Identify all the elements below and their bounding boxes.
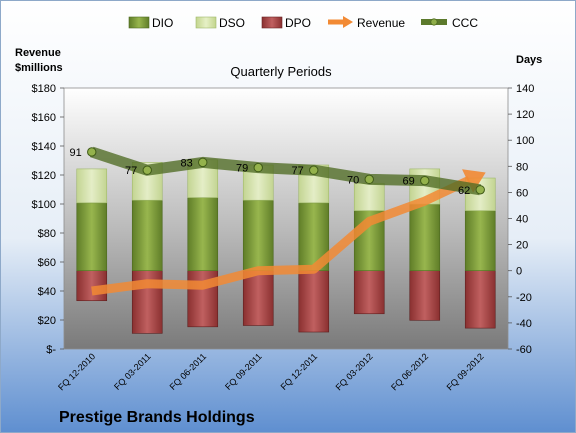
bar-dpo [353, 270, 385, 315]
bar-dso [353, 182, 385, 211]
ccc-marker [87, 147, 97, 157]
chart-caption: Prestige Brands Holdings [59, 409, 255, 426]
legend-label-dso: DSO [219, 16, 245, 30]
revenue-arrowhead [462, 169, 486, 193]
y-left-tick-label: $40 [38, 286, 56, 298]
ccc-marker [142, 165, 152, 175]
bar-dpo [298, 270, 330, 333]
y-right-tick-label: 140 [516, 83, 534, 95]
ccc-marker [364, 174, 374, 185]
legend-swatch-dso [195, 16, 217, 29]
y-left-tick-label: $100 [32, 199, 56, 211]
legend-swatch-dio [128, 16, 150, 29]
y-left-tick-label: $20 [38, 315, 56, 327]
y-right-tick-label: 80 [516, 161, 528, 173]
bar-dso [76, 168, 108, 204]
y-right-tick-label: 100 [516, 135, 534, 147]
bar-dio [187, 197, 219, 271]
ccc-marker [309, 165, 319, 175]
ccc-data-label: 69 [403, 176, 415, 188]
y-left-tick-label: $60 [38, 257, 56, 269]
y-left-tick-label: $180 [32, 83, 56, 95]
ccc-marker [198, 157, 208, 168]
ccc-data-label: 77 [292, 165, 304, 177]
bar-dio [242, 199, 274, 271]
legend-swatch-dpo [261, 16, 283, 29]
ccc-data-label: 77 [125, 165, 137, 177]
legend-label-dpo: DPO [285, 16, 311, 30]
ccc-marker [420, 175, 430, 186]
legend-marker-ccc [430, 18, 438, 26]
bar-dio [76, 202, 108, 271]
y-left-tick-label: $- [46, 344, 56, 356]
y-left-tick-label: $160 [32, 112, 56, 124]
y-right-tick-label: -60 [516, 344, 532, 356]
ccc-data-label: 79 [236, 163, 248, 175]
y-right-tick-label: 40 [516, 214, 528, 226]
ccc-data-label: 83 [181, 157, 193, 169]
ccc-marker [253, 162, 263, 173]
bar-dio [409, 203, 441, 272]
y-right-tick-label: 20 [516, 240, 528, 252]
ccc-data-label: 91 [70, 147, 82, 159]
bar-dpo [409, 270, 441, 321]
bar-dpo [464, 270, 496, 329]
bar-dio [464, 210, 496, 271]
legend: DIO DSO DPO Revenue CCC [128, 16, 478, 30]
y-left-label-line1: Revenue [15, 47, 61, 59]
y-right-tick-label: 120 [516, 109, 534, 121]
chart-title: Quarterly Periods [230, 64, 332, 79]
y-right-tick-label: -20 [516, 292, 532, 304]
y-right-tick-label: 60 [516, 187, 528, 199]
legend-label-ccc: CCC [452, 16, 478, 30]
ccc-data-label: 70 [347, 174, 359, 186]
bar-dpo [242, 270, 274, 326]
y-right-label: Days [516, 54, 542, 66]
y-left-tick-label: $140 [32, 141, 56, 153]
line-layer: 91 77 83 79 77 70 69 62 [70, 146, 486, 296]
y-left-label-line2: $millions [15, 62, 63, 74]
legend-label-dio: DIO [152, 16, 173, 30]
y-right-tick-label: 0 [516, 266, 522, 278]
y-left-tick-label: $120 [32, 170, 56, 182]
revenue-line [91, 176, 472, 296]
y-right-tick-label: -40 [516, 318, 532, 330]
legend-label-revenue: Revenue [357, 16, 405, 30]
plot-area [63, 87, 509, 350]
legend-arrowhead-revenue [343, 16, 353, 28]
ccc-data-label: 62 [458, 185, 470, 197]
ccc-marker [475, 185, 485, 195]
ccc-line [90, 146, 482, 196]
bar-dio [131, 199, 163, 271]
y-left-tick-label: $80 [38, 228, 56, 240]
